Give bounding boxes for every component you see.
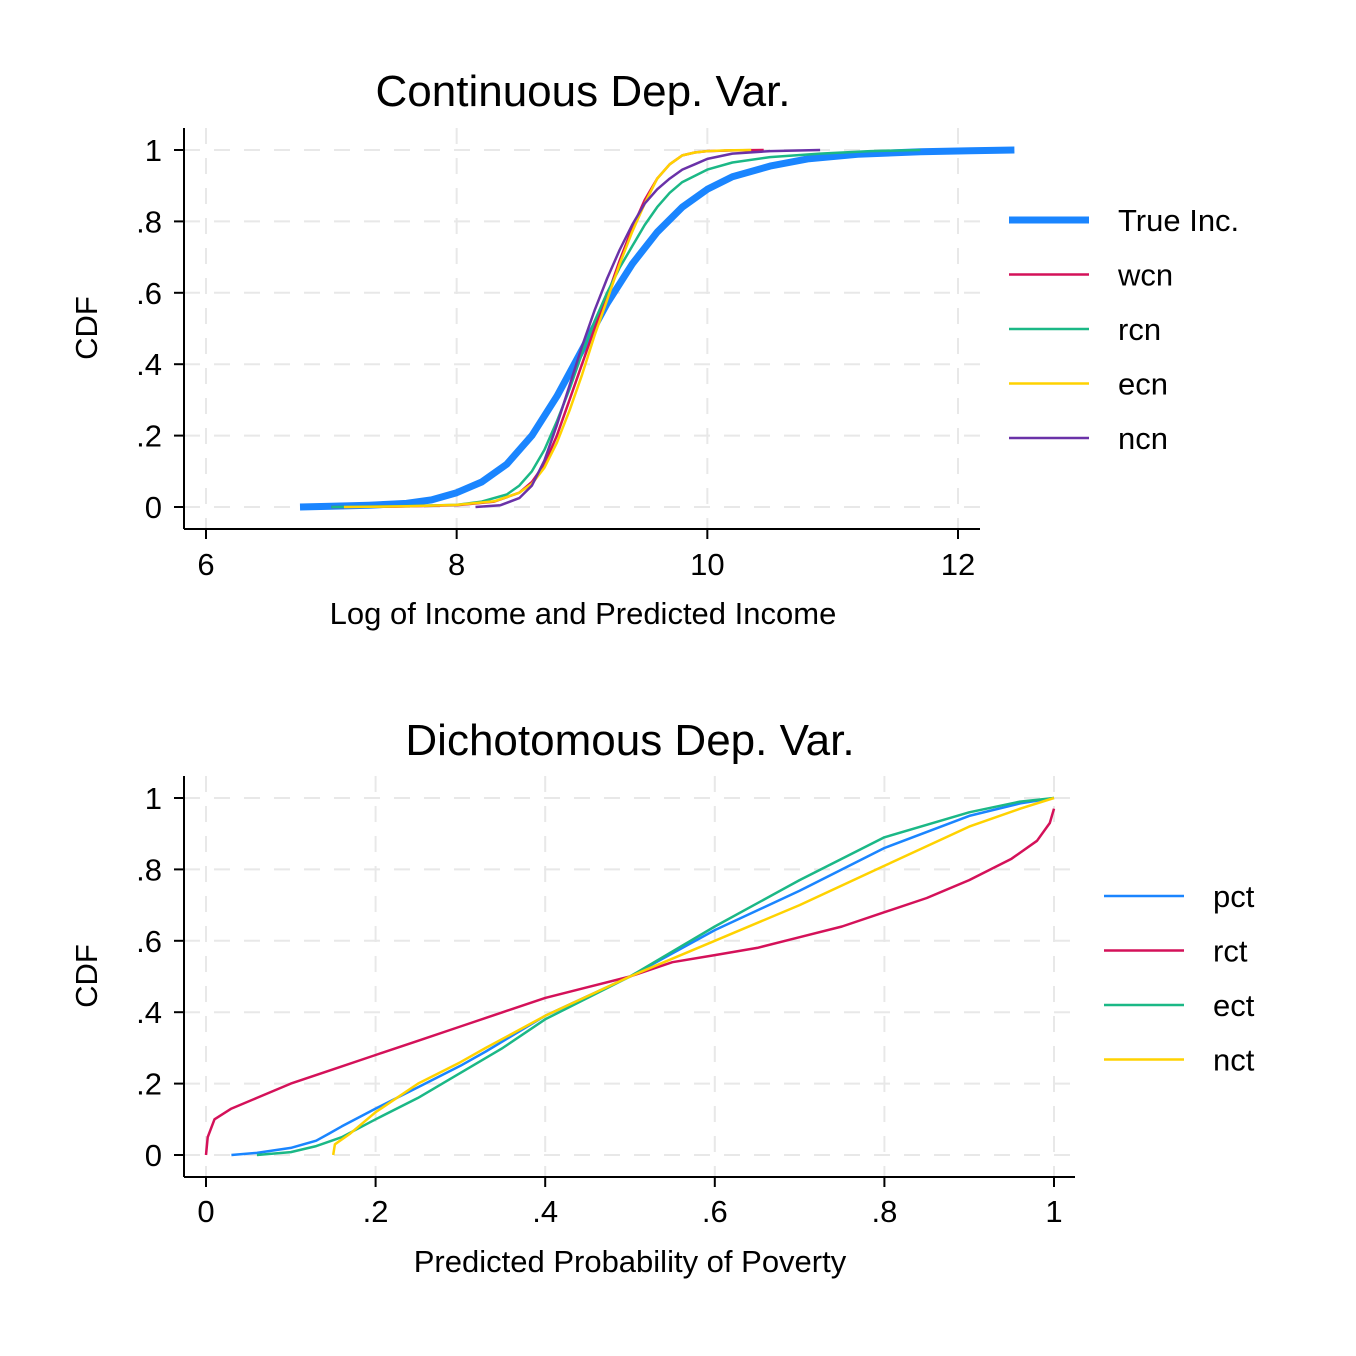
- y-axis-label: CDF: [69, 296, 104, 360]
- x-tick-label: 1: [1045, 1194, 1062, 1229]
- legend: True Inc. wcn rcn ecn ncn: [1009, 203, 1239, 456]
- y-tick-label: .2: [136, 1067, 162, 1102]
- legend-label-ect: ect: [1213, 988, 1255, 1023]
- legend-label-pct: pct: [1213, 879, 1255, 914]
- legend: pct rct ect nct: [1104, 879, 1255, 1078]
- y-tick-label: .4: [136, 995, 162, 1030]
- series-line-ect: [256, 796, 1055, 1157]
- y-tick-label: .8: [136, 204, 162, 239]
- axes: 0 .2 .4 .6 .8 1 0 .2 .4 .6 .8 1: [136, 776, 1075, 1229]
- y-tick-label: 0: [145, 490, 162, 525]
- legend-label-true_inc: True Inc.: [1118, 203, 1239, 238]
- legend-label-nct: nct: [1213, 1043, 1255, 1078]
- legend-label-rct: rct: [1213, 934, 1248, 969]
- plot-area: [299, 146, 1015, 511]
- series-line-ncn: [475, 148, 821, 509]
- series-line-ecn: [343, 148, 752, 509]
- dichotomous-chart: Dichotomous Dep. Var. 0 .2 .4 .6 .8 1 0 .2 .4 .6.…: [69, 716, 1255, 1279]
- series-line-rcn: [331, 148, 921, 509]
- x-tick-label: 8: [448, 547, 465, 582]
- series-line-nct: [331, 796, 1055, 1156]
- y-tick-label: 1: [145, 133, 162, 168]
- x-tick-label: .8: [871, 1194, 897, 1229]
- y-tick-label: .4: [136, 347, 162, 382]
- chart-title: Dichotomous Dep. Var.: [405, 716, 854, 765]
- plot-area: [204, 796, 1056, 1157]
- y-tick-label: 0: [145, 1138, 162, 1173]
- series-line-rct: [204, 808, 1056, 1156]
- series-line-pct: [231, 796, 1055, 1157]
- y-tick-label: .6: [136, 924, 162, 959]
- y-tick-label: .2: [136, 419, 162, 454]
- legend-label-rcn: rcn: [1118, 312, 1161, 347]
- x-axis-label: Predicted Probability of Poverty: [414, 1244, 847, 1279]
- x-tick-label: 6: [197, 547, 214, 582]
- legend-label-ecn: ecn: [1118, 367, 1168, 402]
- legend-label-wcn: wcn: [1117, 258, 1173, 293]
- x-axis-label: Log of Income and Predicted Income: [330, 596, 837, 631]
- axes: 0 .2 .4 .6 .8 1 6 8 10 12: [136, 128, 980, 582]
- grid: [184, 776, 1075, 1177]
- y-tick-label: .8: [136, 852, 162, 887]
- x-tick-label: 12: [941, 547, 975, 582]
- x-tick-label: 0: [197, 1194, 214, 1229]
- y-tick-label: .6: [136, 276, 162, 311]
- continuous-chart: Continuous Dep. Var. 0 .2 .4 .6 .8 1 6 8 10 12 Lo…: [69, 67, 1239, 631]
- x-tick-label: 10: [690, 547, 724, 582]
- x-tick-label: .6: [702, 1194, 728, 1229]
- x-tick-label: .2: [363, 1194, 389, 1229]
- y-tick-label: 1: [145, 781, 162, 816]
- chart-title: Continuous Dep. Var.: [376, 67, 791, 116]
- x-tick-label: .4: [532, 1194, 558, 1229]
- y-axis-label: CDF: [69, 944, 104, 1008]
- legend-label-ncn: ncn: [1118, 421, 1168, 456]
